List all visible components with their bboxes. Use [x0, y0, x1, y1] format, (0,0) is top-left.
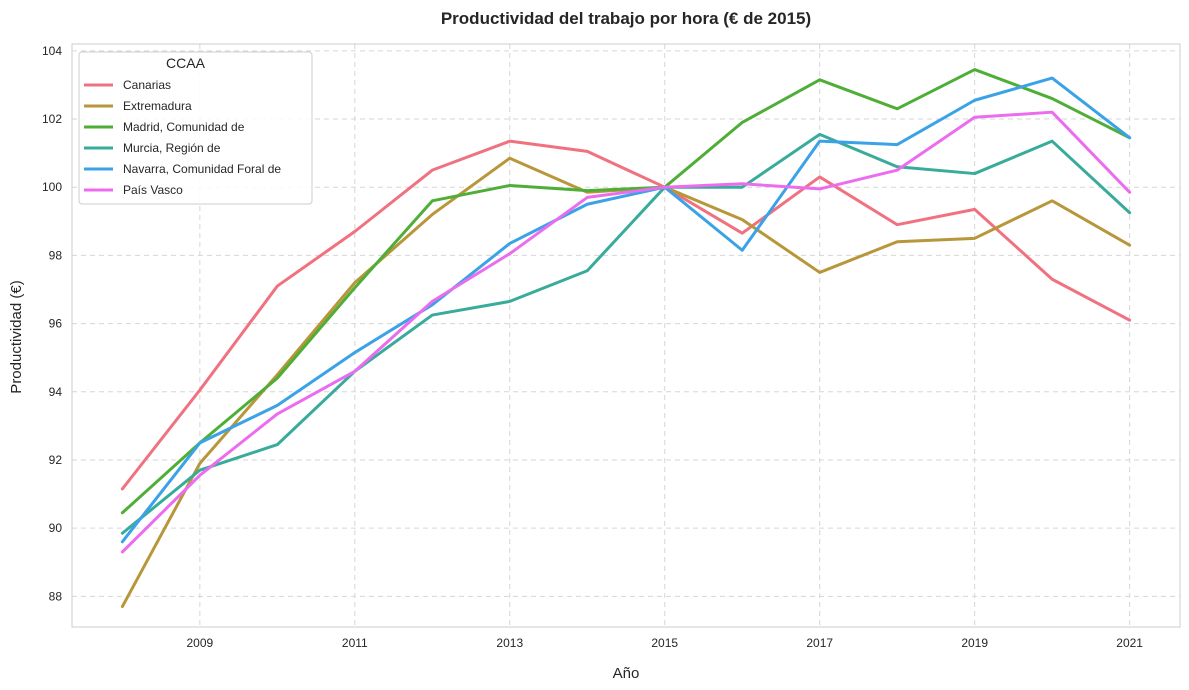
- y-tick-label: 88: [49, 589, 63, 603]
- y-axis-label: Productividad (€): [8, 280, 25, 393]
- grid-layer: [72, 44, 1180, 627]
- legend-title: CCAA: [166, 55, 206, 71]
- y-tick-label: 98: [49, 248, 63, 262]
- legend: CCAA Canarias Extremadura Madrid, Comunida…: [78, 51, 313, 205]
- legend-label: Canarias: [123, 78, 171, 92]
- legend-box: [78, 51, 313, 205]
- y-tick-label: 100: [42, 180, 62, 194]
- series-layer: [120, 68, 1132, 609]
- y-tick-label: 92: [49, 453, 63, 467]
- y-tick-label: 102: [42, 112, 62, 126]
- series-line-4: [120, 76, 1132, 544]
- series-line-2: [120, 68, 1132, 515]
- legend-label: Murcia, Región de: [123, 141, 221, 155]
- y-tick-label: 90: [49, 521, 63, 535]
- x-tick-label: 2019: [961, 636, 988, 650]
- y-tick-label: 104: [42, 44, 62, 58]
- x-tick-label: 2009: [186, 636, 213, 650]
- series-line-0: [120, 139, 1132, 491]
- y-tick-label: 96: [49, 317, 63, 331]
- plot-frame: [71, 43, 1181, 628]
- series-line-3: [120, 132, 1132, 535]
- tick-layer: 2009 2011 2013 2015 2017 2019 2021 88 90 92 94 96 98…: [42, 44, 1143, 650]
- x-tick-label: 2011: [342, 636, 368, 650]
- x-tick-label: 2013: [496, 636, 523, 650]
- x-tick-label: 2017: [806, 636, 833, 650]
- legend-label: Extremadura: [123, 99, 192, 113]
- series-line-5: [120, 110, 1132, 554]
- x-tick-label: 2015: [651, 636, 678, 650]
- chart-title: Productividad del trabajo por hora (€ de…: [441, 9, 811, 28]
- legend-label: Navarra, Comunidad Foral de: [123, 162, 281, 176]
- legend-label: País Vasco: [123, 183, 183, 197]
- legend-label: Madrid, Comunidad de: [123, 120, 245, 134]
- legend-items: Canarias Extremadura Madrid, Comunidad de M…: [84, 78, 281, 197]
- x-tick-label: 2021: [1116, 636, 1143, 650]
- x-axis-label: Año: [613, 665, 640, 682]
- y-tick-label: 94: [49, 385, 63, 399]
